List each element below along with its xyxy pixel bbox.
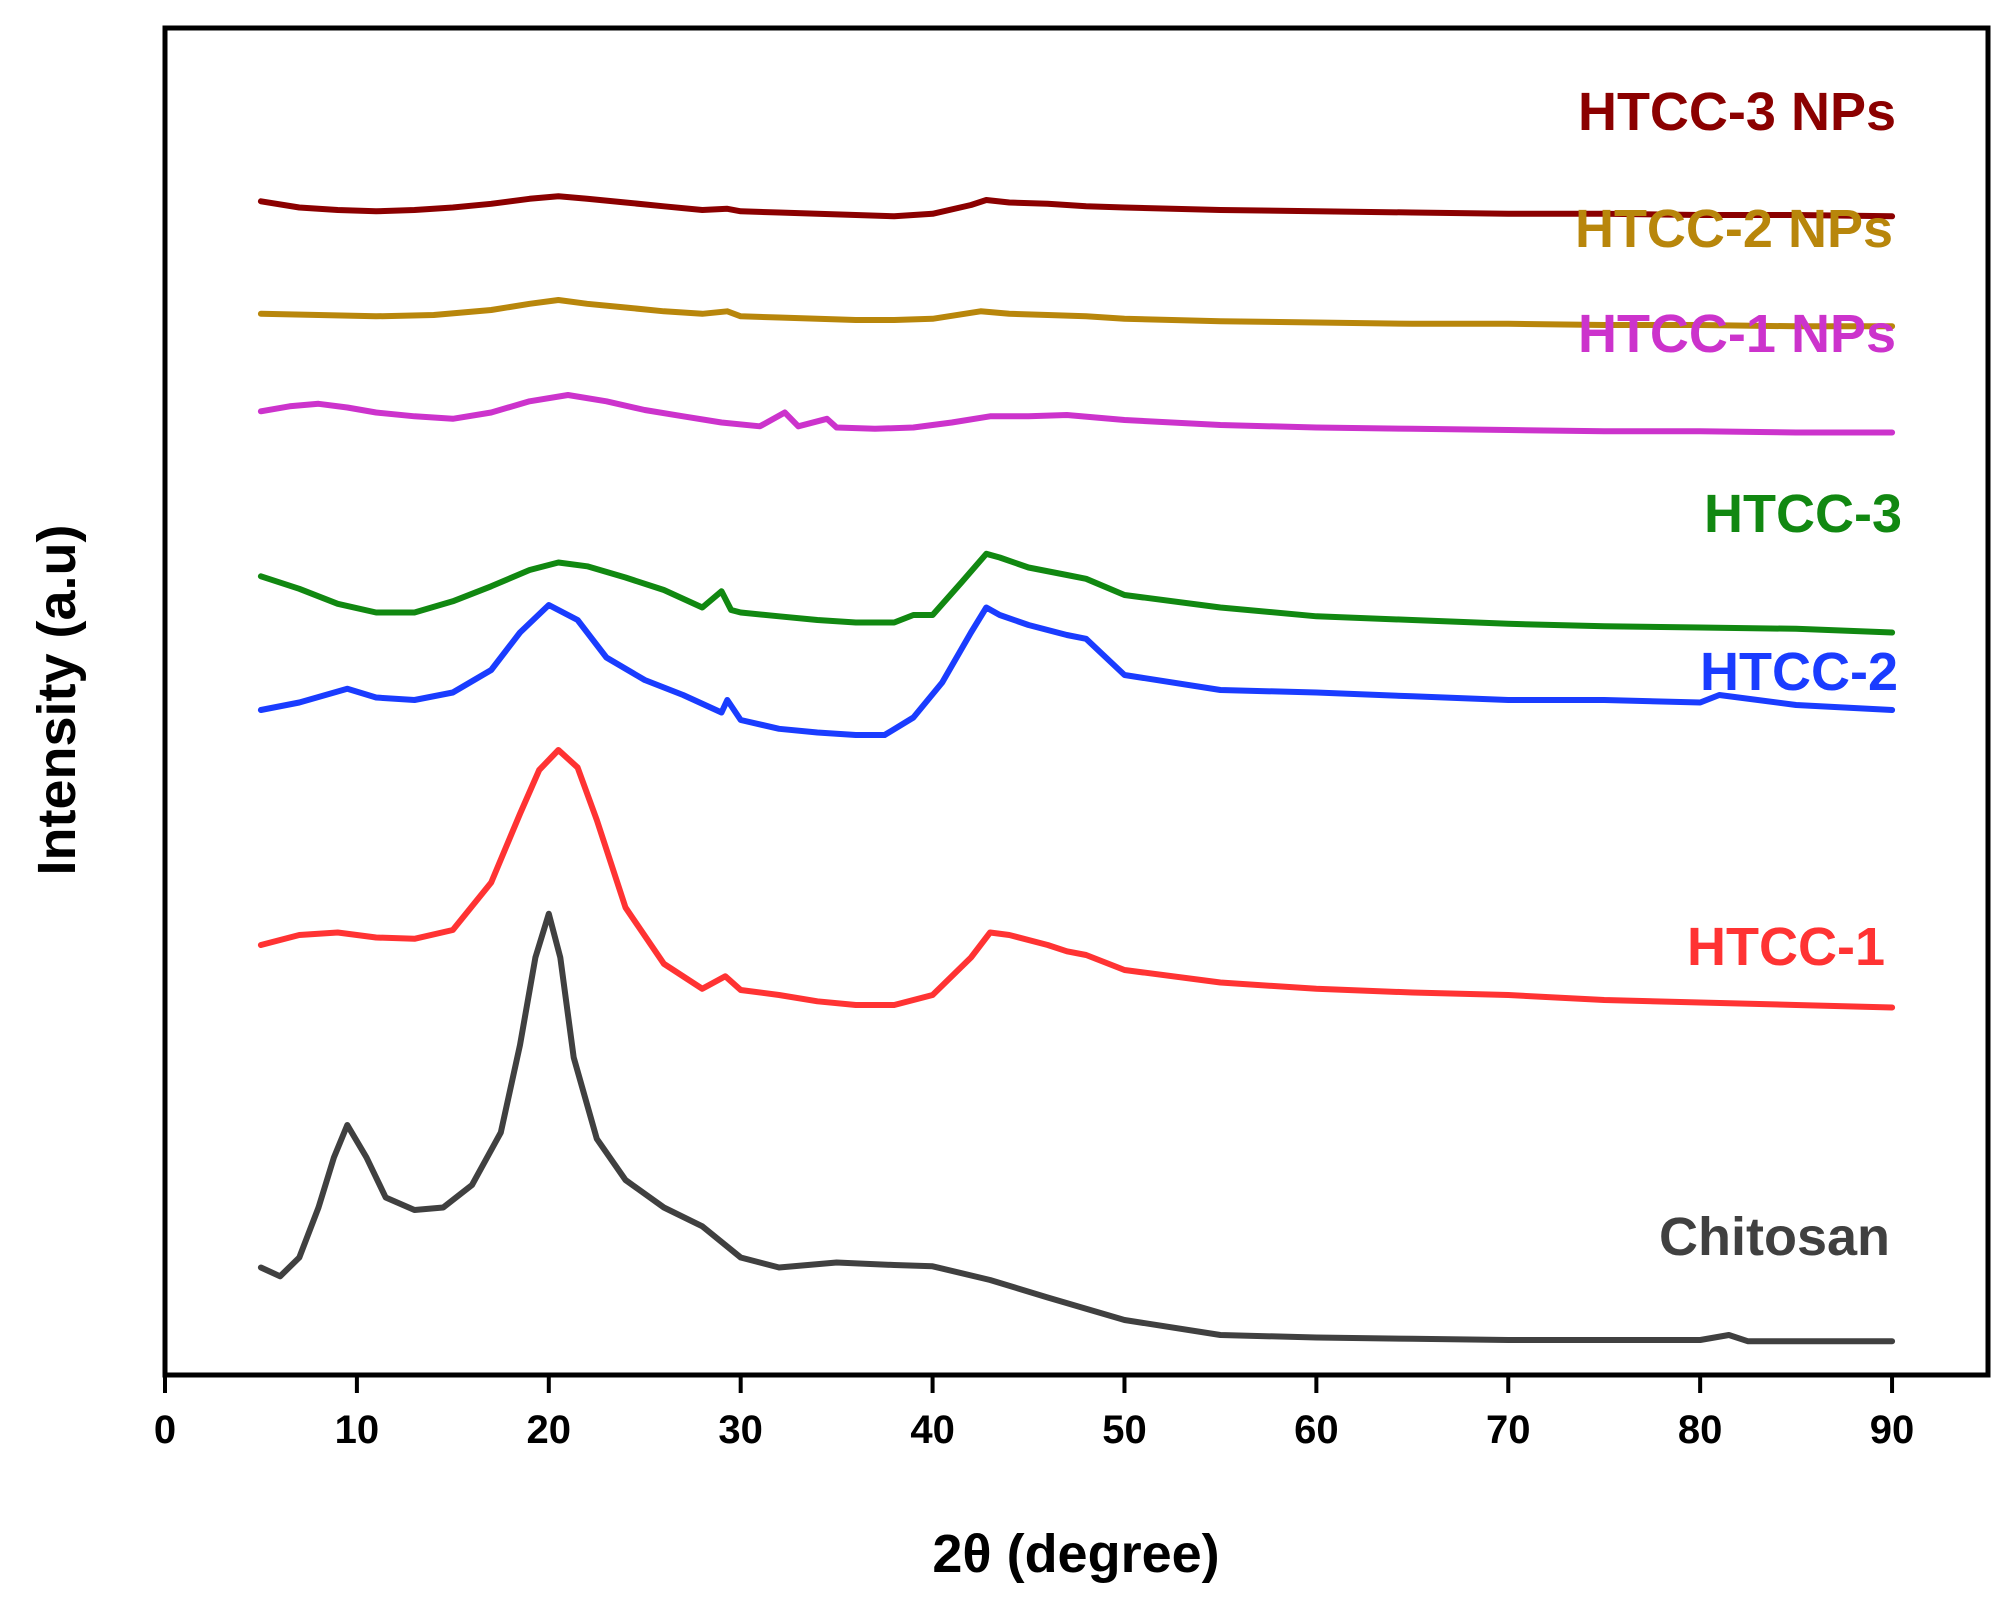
x-tick-label: 80	[1678, 1408, 1723, 1452]
series-traces	[257, 193, 1896, 1345]
series-label-chitosan: Chitosan	[1659, 1207, 1890, 1267]
x-tick-label: 10	[335, 1408, 380, 1452]
series-label-htcc-3: HTCC-3	[1704, 484, 1902, 544]
series-line-htcc-2	[257, 602, 1896, 738]
series-label-htcc-2-nps: HTCC-2 NPs	[1575, 199, 1893, 259]
series-labels: Chitosan HTCC-1 HTCC-2 HTCC-3 HTCC-1 NPs HTCC…	[1575, 82, 1902, 1267]
series-line-htcc-3	[257, 550, 1896, 636]
x-tick-label: 40	[910, 1408, 955, 1452]
x-tick-label: 70	[1486, 1408, 1531, 1452]
series-line-htcc-2-nps	[257, 297, 1896, 330]
series-line-chitosan	[257, 910, 1896, 1345]
series-label-htcc-1: HTCC-1	[1687, 917, 1885, 977]
x-tick-label: 90	[1870, 1408, 1915, 1452]
series-line-htcc-1-nps	[257, 392, 1896, 436]
x-axis-title: 2θ (degree)	[932, 1524, 1219, 1584]
y-axis-title: Intensity (a.u)	[27, 524, 87, 875]
series-line-htcc-3-nps	[257, 193, 1896, 220]
x-tick-label: 60	[1294, 1408, 1339, 1452]
x-tick-label: 50	[1102, 1408, 1147, 1452]
series-label-htcc-1-nps: HTCC-1 NPs	[1578, 304, 1896, 364]
x-tick-label: 30	[718, 1408, 763, 1452]
series-label-htcc-3-nps: HTCC-3 NPs	[1578, 82, 1896, 142]
plot-frame	[162, 25, 1991, 1378]
series-line-htcc-1	[257, 747, 1896, 1011]
series-label-htcc-2: HTCC-2	[1700, 642, 1898, 702]
x-axis-ticks: 0 10 20 30 40 50 60 70 80 90	[154, 1375, 1914, 1452]
x-tick-label: 20	[527, 1408, 572, 1452]
x-tick-label: 0	[154, 1408, 176, 1452]
